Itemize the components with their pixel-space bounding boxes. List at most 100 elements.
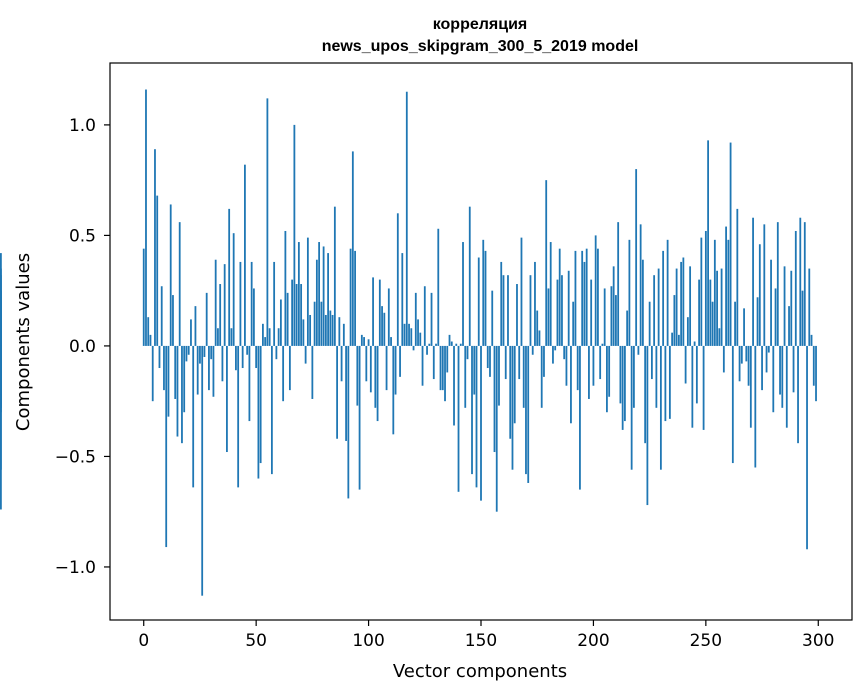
bar xyxy=(734,301,736,346)
bar xyxy=(803,222,806,346)
bar xyxy=(428,343,431,346)
bar xyxy=(815,345,817,402)
bar xyxy=(637,345,640,355)
bar xyxy=(527,345,530,483)
bar xyxy=(792,345,795,393)
bar xyxy=(594,235,597,346)
bar xyxy=(432,345,435,380)
bar xyxy=(302,319,305,346)
bar xyxy=(520,237,523,346)
bar xyxy=(462,242,464,346)
bar xyxy=(455,343,458,346)
bar xyxy=(612,266,615,346)
bar xyxy=(684,345,687,384)
bar xyxy=(342,323,345,346)
y-tick-label: −0.5 xyxy=(55,447,96,467)
bar xyxy=(628,239,631,346)
bar xyxy=(668,345,671,419)
bar xyxy=(763,224,766,346)
bar xyxy=(448,334,451,346)
bar xyxy=(394,345,397,395)
bar xyxy=(473,345,476,395)
bar xyxy=(767,345,770,353)
y-tick-label: −1.0 xyxy=(55,558,96,578)
bar xyxy=(453,345,455,426)
bar xyxy=(417,319,419,346)
bar xyxy=(686,317,689,346)
plot-area-frame xyxy=(109,62,853,621)
x-tick-label: 100 xyxy=(352,631,384,651)
bar xyxy=(525,345,527,475)
bar xyxy=(311,345,314,399)
bar xyxy=(664,345,667,422)
bar xyxy=(581,250,584,346)
bar xyxy=(165,345,168,548)
bar xyxy=(574,250,577,346)
bar xyxy=(758,244,761,346)
bar xyxy=(288,345,291,391)
bar xyxy=(399,345,401,377)
bar xyxy=(689,266,692,346)
bar xyxy=(702,345,705,430)
bar xyxy=(230,328,233,346)
bar xyxy=(237,345,240,488)
bar xyxy=(192,345,195,488)
bar xyxy=(477,257,480,346)
bar xyxy=(774,288,777,346)
bar xyxy=(0,345,2,395)
bar xyxy=(680,261,683,346)
bar xyxy=(534,261,536,346)
y-axis-ticks: −1.0 −0.5 0.0 0.5 1.0 xyxy=(55,116,110,578)
bar xyxy=(174,345,177,399)
bar xyxy=(790,270,793,346)
bar xyxy=(228,208,231,346)
bar xyxy=(320,301,323,346)
bar xyxy=(785,345,788,428)
bar xyxy=(639,224,642,346)
bar xyxy=(731,345,734,464)
bar xyxy=(657,268,660,346)
bar xyxy=(513,345,516,424)
bar xyxy=(482,239,485,346)
bar xyxy=(401,253,404,346)
bar xyxy=(592,345,595,386)
bar xyxy=(372,277,374,346)
bar xyxy=(158,345,161,369)
bar xyxy=(502,275,505,346)
bar xyxy=(201,345,204,596)
bar xyxy=(554,345,557,351)
bar xyxy=(145,89,147,346)
bar xyxy=(333,206,336,346)
x-axis-label: Vector components xyxy=(393,661,567,682)
bar xyxy=(262,323,264,346)
bar xyxy=(794,230,797,346)
bar xyxy=(446,345,449,373)
x-tick-label: 250 xyxy=(690,631,722,651)
x-tick-label: 0 xyxy=(138,631,149,651)
bar xyxy=(392,345,395,435)
x-tick-label: 50 xyxy=(245,631,267,651)
bar xyxy=(367,339,370,346)
bar xyxy=(194,306,197,346)
bar xyxy=(169,204,172,346)
bar xyxy=(707,140,709,346)
bar xyxy=(181,345,183,444)
bar xyxy=(558,248,561,346)
bar xyxy=(552,345,554,364)
bar xyxy=(374,345,377,408)
bar xyxy=(363,337,365,346)
bar xyxy=(217,328,219,346)
bar xyxy=(720,268,723,346)
bar xyxy=(603,288,606,346)
bar xyxy=(812,345,815,386)
bar xyxy=(511,345,514,470)
bar xyxy=(459,343,462,346)
bar xyxy=(500,261,503,346)
bar xyxy=(471,345,473,475)
bar xyxy=(536,310,539,346)
bar xyxy=(408,323,410,346)
bar xyxy=(619,345,622,404)
bar xyxy=(498,345,500,406)
bar xyxy=(439,345,442,391)
bar xyxy=(387,288,390,346)
